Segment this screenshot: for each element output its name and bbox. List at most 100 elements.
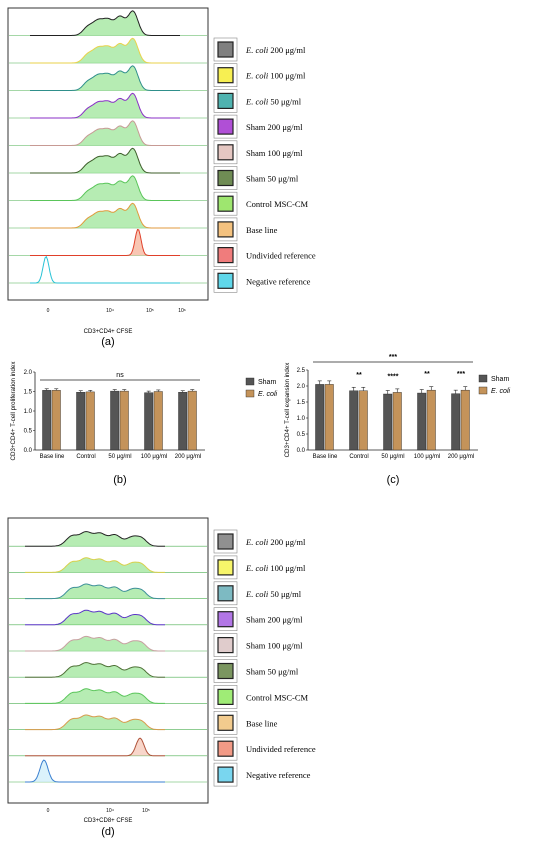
panel-d-histograms: 0 10⁴ 10⁵ CD3+CD8+ CFSE (d) bbox=[7, 517, 209, 838]
legend-swatch-0 bbox=[217, 533, 234, 550]
panel-a-fill-4 bbox=[30, 120, 180, 146]
legend-swatch-2 bbox=[217, 92, 234, 110]
panel-d-tick-0: 0 bbox=[47, 808, 50, 814]
legend-swatch-3 bbox=[217, 611, 234, 628]
panel-d-fill-2 bbox=[25, 584, 165, 599]
panel-d-trace-6 bbox=[25, 688, 165, 704]
panel-label: (c) bbox=[387, 474, 400, 486]
legend-label-3: Sham 200 μg/ml bbox=[246, 615, 303, 625]
panel-d-fill-8 bbox=[25, 738, 165, 756]
panel-a-fill-8 bbox=[30, 229, 180, 256]
legend-label-0: Sham bbox=[258, 379, 276, 386]
x-tick-label-2: 50 μg/ml bbox=[381, 454, 404, 460]
panel-a-trace-6 bbox=[30, 175, 180, 201]
panel-d-xlabel: CD3+CD8+ CFSE bbox=[84, 818, 133, 824]
legend-label-text-5: Sham 50 μg/ml bbox=[246, 667, 299, 677]
legend-label-6: Control MSC-CM bbox=[246, 199, 309, 209]
y-tick-label-4: 2.0 bbox=[297, 384, 306, 390]
legend-label-text-2: 50 μg/ml bbox=[268, 96, 302, 106]
y-tick-label-5: 2.5 bbox=[297, 368, 306, 374]
panel-label: (b) bbox=[113, 474, 126, 486]
legend-label-text-9: Negative reference bbox=[246, 276, 311, 286]
legend-label-text-8: Undivided reference bbox=[246, 251, 316, 261]
significance-label: *** bbox=[389, 354, 397, 361]
group-significance-4: *** bbox=[457, 371, 465, 378]
legend-label-4: Sham 100 μg/ml bbox=[246, 148, 303, 158]
legend-label-1: E. coli bbox=[491, 388, 511, 395]
legend-label-3: Sham 200 μg/ml bbox=[246, 122, 303, 132]
legend-swatch-9 bbox=[217, 272, 234, 289]
legend-label-8: Undivided reference bbox=[246, 251, 316, 261]
legend-swatch-8 bbox=[217, 247, 234, 264]
legend-label-text-1: 100 μg/ml bbox=[268, 563, 306, 573]
legend-swatch-1 bbox=[478, 386, 488, 395]
panel-a-trace-5 bbox=[30, 147, 180, 174]
panel-a-trace-1 bbox=[30, 37, 180, 64]
x-tick-label-1: Control bbox=[76, 454, 95, 460]
panel-d-fill-1 bbox=[25, 557, 165, 573]
panel-a-fill-2 bbox=[30, 65, 180, 91]
legend-label-1: E. coli bbox=[258, 391, 278, 398]
panel-a-frame bbox=[7, 7, 209, 301]
panel-d-trace-5 bbox=[25, 662, 165, 678]
bar-sham-2 bbox=[383, 393, 393, 451]
legend-label-text-4: Sham 100 μg/ml bbox=[246, 641, 303, 651]
legend-label-0: E. coli 200 μg/ml bbox=[245, 45, 306, 55]
panel-d-trace-3 bbox=[25, 609, 165, 626]
legend-label-6: Control MSC-CM bbox=[246, 692, 309, 702]
legend-swatch-4 bbox=[217, 144, 234, 161]
legend-label-text-1: 100 μg/ml bbox=[268, 71, 306, 81]
bar-sham-0 bbox=[42, 390, 52, 451]
panel-a-histograms: 0 10⁴ 10⁵ 10⁶ CD3+CD4+ CFSE (a) bbox=[7, 7, 209, 348]
legend-label-italic-2: E. coli bbox=[245, 96, 269, 106]
panel-a-trace-0 bbox=[30, 10, 180, 36]
panel-d-label: (d) bbox=[101, 826, 114, 838]
legend-label-italic-1: E. coli bbox=[245, 71, 269, 81]
panel-d-tick-2: 10⁵ bbox=[142, 808, 150, 814]
legend-swatch-0 bbox=[478, 374, 488, 383]
panel-a-tick-2: 10⁵ bbox=[146, 308, 154, 314]
legend-label-text-7: Base line bbox=[246, 225, 278, 235]
x-tick-label-3: 100 μg/ml bbox=[141, 454, 167, 460]
legend-swatch-6 bbox=[217, 688, 234, 706]
legend-swatch-5 bbox=[217, 169, 234, 187]
y-axis-label: CD3+CD4+ T-cell proliferation index bbox=[10, 361, 17, 461]
panel-a-fill-5 bbox=[30, 148, 180, 173]
legend-label-text-8: Undivided reference bbox=[246, 744, 316, 754]
bar-ecoli-4 bbox=[187, 390, 197, 451]
x-tick-label-1: Control bbox=[349, 454, 368, 460]
legend-label-text-3: Sham 200 μg/ml bbox=[246, 122, 303, 132]
legend-label-text-6: Control MSC-CM bbox=[246, 199, 309, 209]
panel-a-label: (a) bbox=[101, 336, 114, 348]
panel-d-trace-1 bbox=[25, 557, 165, 573]
legend-swatch-3 bbox=[217, 118, 234, 135]
panel-d-fill-9 bbox=[25, 760, 165, 782]
legend-swatch-1 bbox=[217, 559, 234, 576]
x-tick-label-2: 50 μg/ml bbox=[108, 454, 131, 460]
bar-ecoli-1 bbox=[358, 390, 368, 451]
legend-label-0: E. coli 200 μg/ml bbox=[245, 537, 306, 547]
legend-swatch-1 bbox=[245, 389, 255, 398]
legend-label-1: E. coli 100 μg/ml bbox=[245, 71, 306, 81]
bar-ecoli-0 bbox=[51, 390, 61, 451]
panel-c-chart: 0.0 0.5 1.0 1.5 2.0 2.5 CD3+CD4+ T-cell expans… bbox=[284, 354, 511, 486]
panel-d-fill-6 bbox=[25, 688, 165, 704]
panel-b-chart: 0.0 0.5 1.0 1.5 2.0 CD3+CD4+ T-cell prolifera… bbox=[10, 361, 278, 486]
legend-label-0: Sham bbox=[491, 376, 509, 383]
x-tick-label-3: 100 μg/ml bbox=[414, 454, 440, 460]
y-tick-label-0: 0.0 bbox=[297, 448, 306, 454]
bar-ecoli-3 bbox=[153, 391, 163, 451]
panel-a-trace-4 bbox=[30, 120, 180, 146]
panel-a-trace-7 bbox=[30, 202, 180, 229]
panel-a-tick-0: 0 bbox=[47, 308, 50, 314]
panel-a-fill-3 bbox=[30, 93, 180, 118]
y-tick-label-4: 2.0 bbox=[24, 370, 33, 376]
panel-a-trace-9 bbox=[30, 255, 180, 284]
y-axis-label: CD3+CD4+ T-cell expansion index bbox=[284, 362, 291, 458]
bar-ecoli-2 bbox=[392, 392, 402, 451]
panel-d-fill-0 bbox=[25, 531, 165, 547]
bar-sham-1 bbox=[76, 392, 86, 451]
legend-label-9: Negative reference bbox=[246, 770, 311, 780]
bar-sham-4 bbox=[451, 393, 461, 451]
